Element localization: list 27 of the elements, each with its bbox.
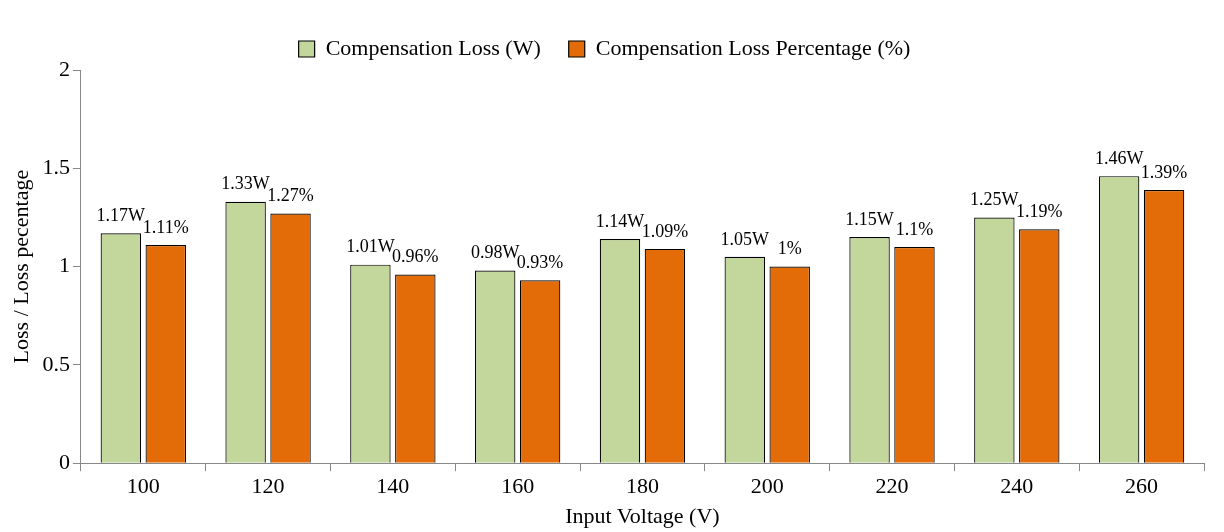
x-tick-label: 180	[625, 473, 659, 499]
data-label: 1%	[777, 238, 802, 259]
y-tick-label: 0	[58, 448, 70, 474]
data-label: 1.27%	[267, 185, 314, 206]
x-tick-label: 260	[1125, 473, 1159, 499]
y-tick-label: 2	[58, 55, 70, 81]
x-tick-label: 200	[750, 473, 784, 499]
legend-label: Compensation Loss Percentage (%)	[595, 34, 911, 60]
x-tick-label: 240	[1000, 473, 1034, 499]
x-axis-title: Input Voltage (V)	[565, 502, 720, 528]
data-label: 1.11%	[142, 216, 189, 237]
x-tick-label: 160	[501, 473, 535, 499]
y-tick-label: 1	[58, 252, 70, 278]
data-label: 1.39%	[1140, 161, 1188, 182]
x-tick-label: 220	[875, 473, 909, 499]
x-tick-label: 100	[126, 473, 160, 499]
data-label: 1.15W	[845, 208, 894, 229]
data-label: 1.05W	[720, 228, 770, 249]
data-label: 1.1%	[895, 218, 934, 239]
y-axis-title: Loss / Loss pecentage	[7, 169, 33, 364]
y-tick-label: 1.5	[42, 154, 70, 180]
data-label: 1.33W	[221, 173, 270, 194]
data-label: 1.19%	[1016, 200, 1063, 221]
x-tick-label: 120	[251, 473, 285, 499]
legend-label: Compensation Loss (W)	[325, 34, 541, 60]
x-tick-label: 140	[376, 473, 410, 499]
y-tick-label: 0.5	[42, 350, 70, 376]
